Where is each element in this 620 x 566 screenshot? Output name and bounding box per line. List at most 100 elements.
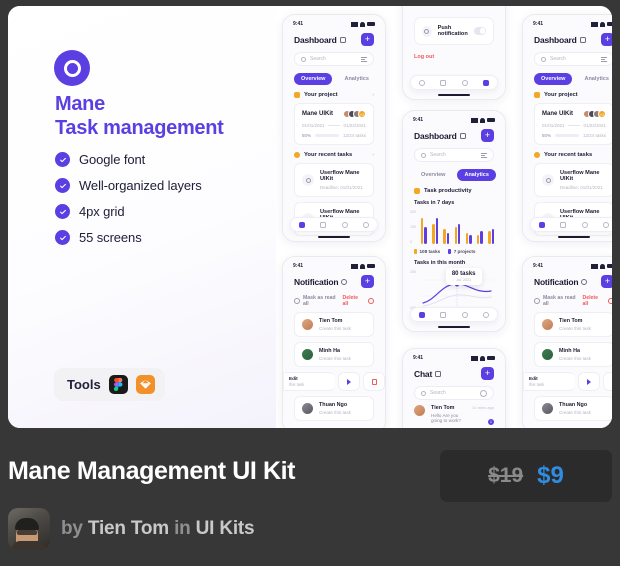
tab-bar[interactable]: Overview Analytics <box>534 73 612 85</box>
bottom-nav[interactable] <box>290 217 378 232</box>
mockup-settings[interactable]: Push notification Log out <box>402 6 506 100</box>
category-link[interactable]: UI Kits <box>195 518 255 539</box>
price-badge[interactable]: $19 $9 <box>440 450 612 502</box>
project-card[interactable]: Mane UIKit +2 01/01/2021 01/02/2021 50% … <box>534 103 612 145</box>
tab-analytics[interactable]: Analytics <box>584 76 609 82</box>
nav-tasks-icon[interactable] <box>560 221 567 228</box>
filter-icon[interactable] <box>361 56 367 62</box>
nav-tasks-icon[interactable] <box>440 79 447 86</box>
bottom-nav[interactable] <box>410 307 498 322</box>
logout-button[interactable]: Log out <box>414 54 435 60</box>
mockup-dashboard-2[interactable]: 9:41 Dashboard + Search Overview Analyti… <box>522 14 612 242</box>
task-card[interactable]: Userflow Mane UIKit Deadline: 01/01/2021 <box>294 163 374 197</box>
feature-label: Google font <box>79 152 146 167</box>
tab-bar[interactable]: Overview Analytics <box>414 169 496 181</box>
tab-analytics[interactable]: Analytics <box>457 169 496 181</box>
nav-settings-icon[interactable] <box>363 221 370 228</box>
bottom-nav[interactable] <box>410 75 498 90</box>
nav-notification-icon[interactable] <box>461 311 468 318</box>
notification-swipe-row[interactable]: Edit this task <box>283 372 385 391</box>
nav-home-icon[interactable] <box>298 221 305 228</box>
tab-bar[interactable]: Overview Analytics <box>294 73 374 85</box>
section-your-project: Your project › <box>294 92 374 98</box>
sketch-icon <box>135 375 155 394</box>
notification-item[interactable]: Thuan Ngo Create this task <box>294 396 374 421</box>
emoji-icon[interactable] <box>480 389 487 397</box>
delete-all-button[interactable]: Delete all <box>342 295 374 307</box>
section-recent-tasks: Your recent tasks › <box>294 152 374 158</box>
delete-button[interactable] <box>603 372 612 391</box>
filter-icon[interactable] <box>481 152 487 158</box>
notification-actions[interactable]: Mask as read all Delete all <box>534 295 612 307</box>
delete-all-button[interactable]: Delete all <box>582 295 612 307</box>
nav-tasks-icon[interactable] <box>440 311 447 318</box>
nav-settings-icon[interactable] <box>603 221 610 228</box>
mockup-notification-1[interactable]: 9:41 Notification + Mask as read all Del… <box>282 256 386 428</box>
edit-button[interactable] <box>578 372 600 391</box>
progress-bar <box>315 134 339 137</box>
nav-notification-icon[interactable] <box>461 79 468 86</box>
trash-icon <box>608 298 612 304</box>
notif-sub: Create this task <box>319 356 351 361</box>
chevron-right-icon[interactable]: › <box>372 92 374 98</box>
nav-notification-icon[interactable] <box>581 221 588 228</box>
notification-item[interactable]: Tien Tom Create this task <box>534 312 612 337</box>
add-button[interactable]: + <box>361 33 374 46</box>
notification-item[interactable]: Tien Tom Create this task <box>294 312 374 337</box>
add-button[interactable]: + <box>601 275 612 288</box>
chat-message[interactable]: Tien Tom Hello Are you going to work? 10… <box>414 405 494 428</box>
search-input[interactable]: Search <box>414 148 494 162</box>
chat-text: Hello Are you going to work? <box>431 413 461 423</box>
screen-header: Dashboard + <box>403 125 505 142</box>
notification-actions[interactable]: Mask as read all Delete all <box>294 295 374 307</box>
search-input[interactable]: Search <box>414 386 494 400</box>
info-icon <box>459 132 466 139</box>
nav-settings-icon[interactable] <box>483 79 490 86</box>
add-button[interactable]: + <box>481 129 494 142</box>
project-card[interactable]: Mane UIKit +2 01/01/2021 01/02/2021 <box>294 103 374 145</box>
mark-all-read-button[interactable]: Mask as read all <box>534 295 582 307</box>
mark-all-read-button[interactable]: Mask as read all <box>294 295 342 307</box>
notification-swipe-row[interactable]: Edit this task <box>523 372 612 391</box>
author-name[interactable]: Tien Tom <box>87 518 169 539</box>
tab-overview[interactable]: Overview <box>294 73 333 85</box>
edit-button[interactable] <box>338 372 360 391</box>
mockup-notification-2[interactable]: 9:41 Notification + Mask as read all Del… <box>522 256 612 428</box>
filter-icon[interactable] <box>601 56 607 62</box>
mockup-dashboard-1[interactable]: 9:41 Dashboard + Search Overview <box>282 14 386 242</box>
notification-item[interactable]: Minh Ha Create this task <box>294 342 374 367</box>
search-input[interactable]: Search <box>294 52 374 66</box>
add-button[interactable]: + <box>361 275 374 288</box>
preview-card[interactable]: Mane Task management Google font Well-or… <box>8 6 612 428</box>
bottom-nav[interactable] <box>530 217 612 232</box>
home-indicator <box>558 236 590 238</box>
nav-home-icon[interactable] <box>418 79 425 86</box>
mockup-analytics[interactable]: 9:41 Dashboard + Search Overview Analyti… <box>402 110 506 332</box>
delete-button[interactable] <box>363 372 385 391</box>
nav-settings-icon[interactable] <box>483 311 490 318</box>
push-toggle[interactable] <box>473 27 486 35</box>
tab-overview[interactable]: Overview <box>421 172 446 178</box>
task-card[interactable]: Userflow Mane UIKit Deadline: 01/01/2021 <box>534 163 612 197</box>
nav-notification-icon[interactable] <box>341 221 348 228</box>
author-avatar[interactable] <box>8 508 50 550</box>
search-input[interactable]: Search <box>534 52 612 66</box>
mockup-chat[interactable]: 9:41 Chat + Search Tien Tom <box>402 348 506 428</box>
search-placeholder: Search <box>550 56 566 62</box>
add-button[interactable]: + <box>601 33 612 46</box>
check-icon <box>55 178 70 193</box>
chevron-right-icon[interactable]: › <box>372 152 374 158</box>
tab-overview[interactable]: Overview <box>534 73 573 85</box>
nav-tasks-icon[interactable] <box>320 221 327 228</box>
nav-home-icon[interactable] <box>418 311 425 318</box>
page-title: Notification <box>534 277 588 287</box>
notification-item[interactable]: Thuan Ngo Create this task <box>534 396 612 421</box>
tab-analytics[interactable]: Analytics <box>344 76 369 82</box>
add-button[interactable]: + <box>481 367 494 380</box>
notification-item[interactable]: Minh Ha Create this task <box>534 342 612 367</box>
push-notification-row[interactable]: Push notification <box>414 17 494 45</box>
section-your-project: Your project › <box>534 92 612 98</box>
nav-home-icon[interactable] <box>538 221 545 228</box>
progress-tasks: 12/24 tasks <box>582 133 606 138</box>
promo-panel: Mane Task management Google font Well-or… <box>8 6 276 428</box>
